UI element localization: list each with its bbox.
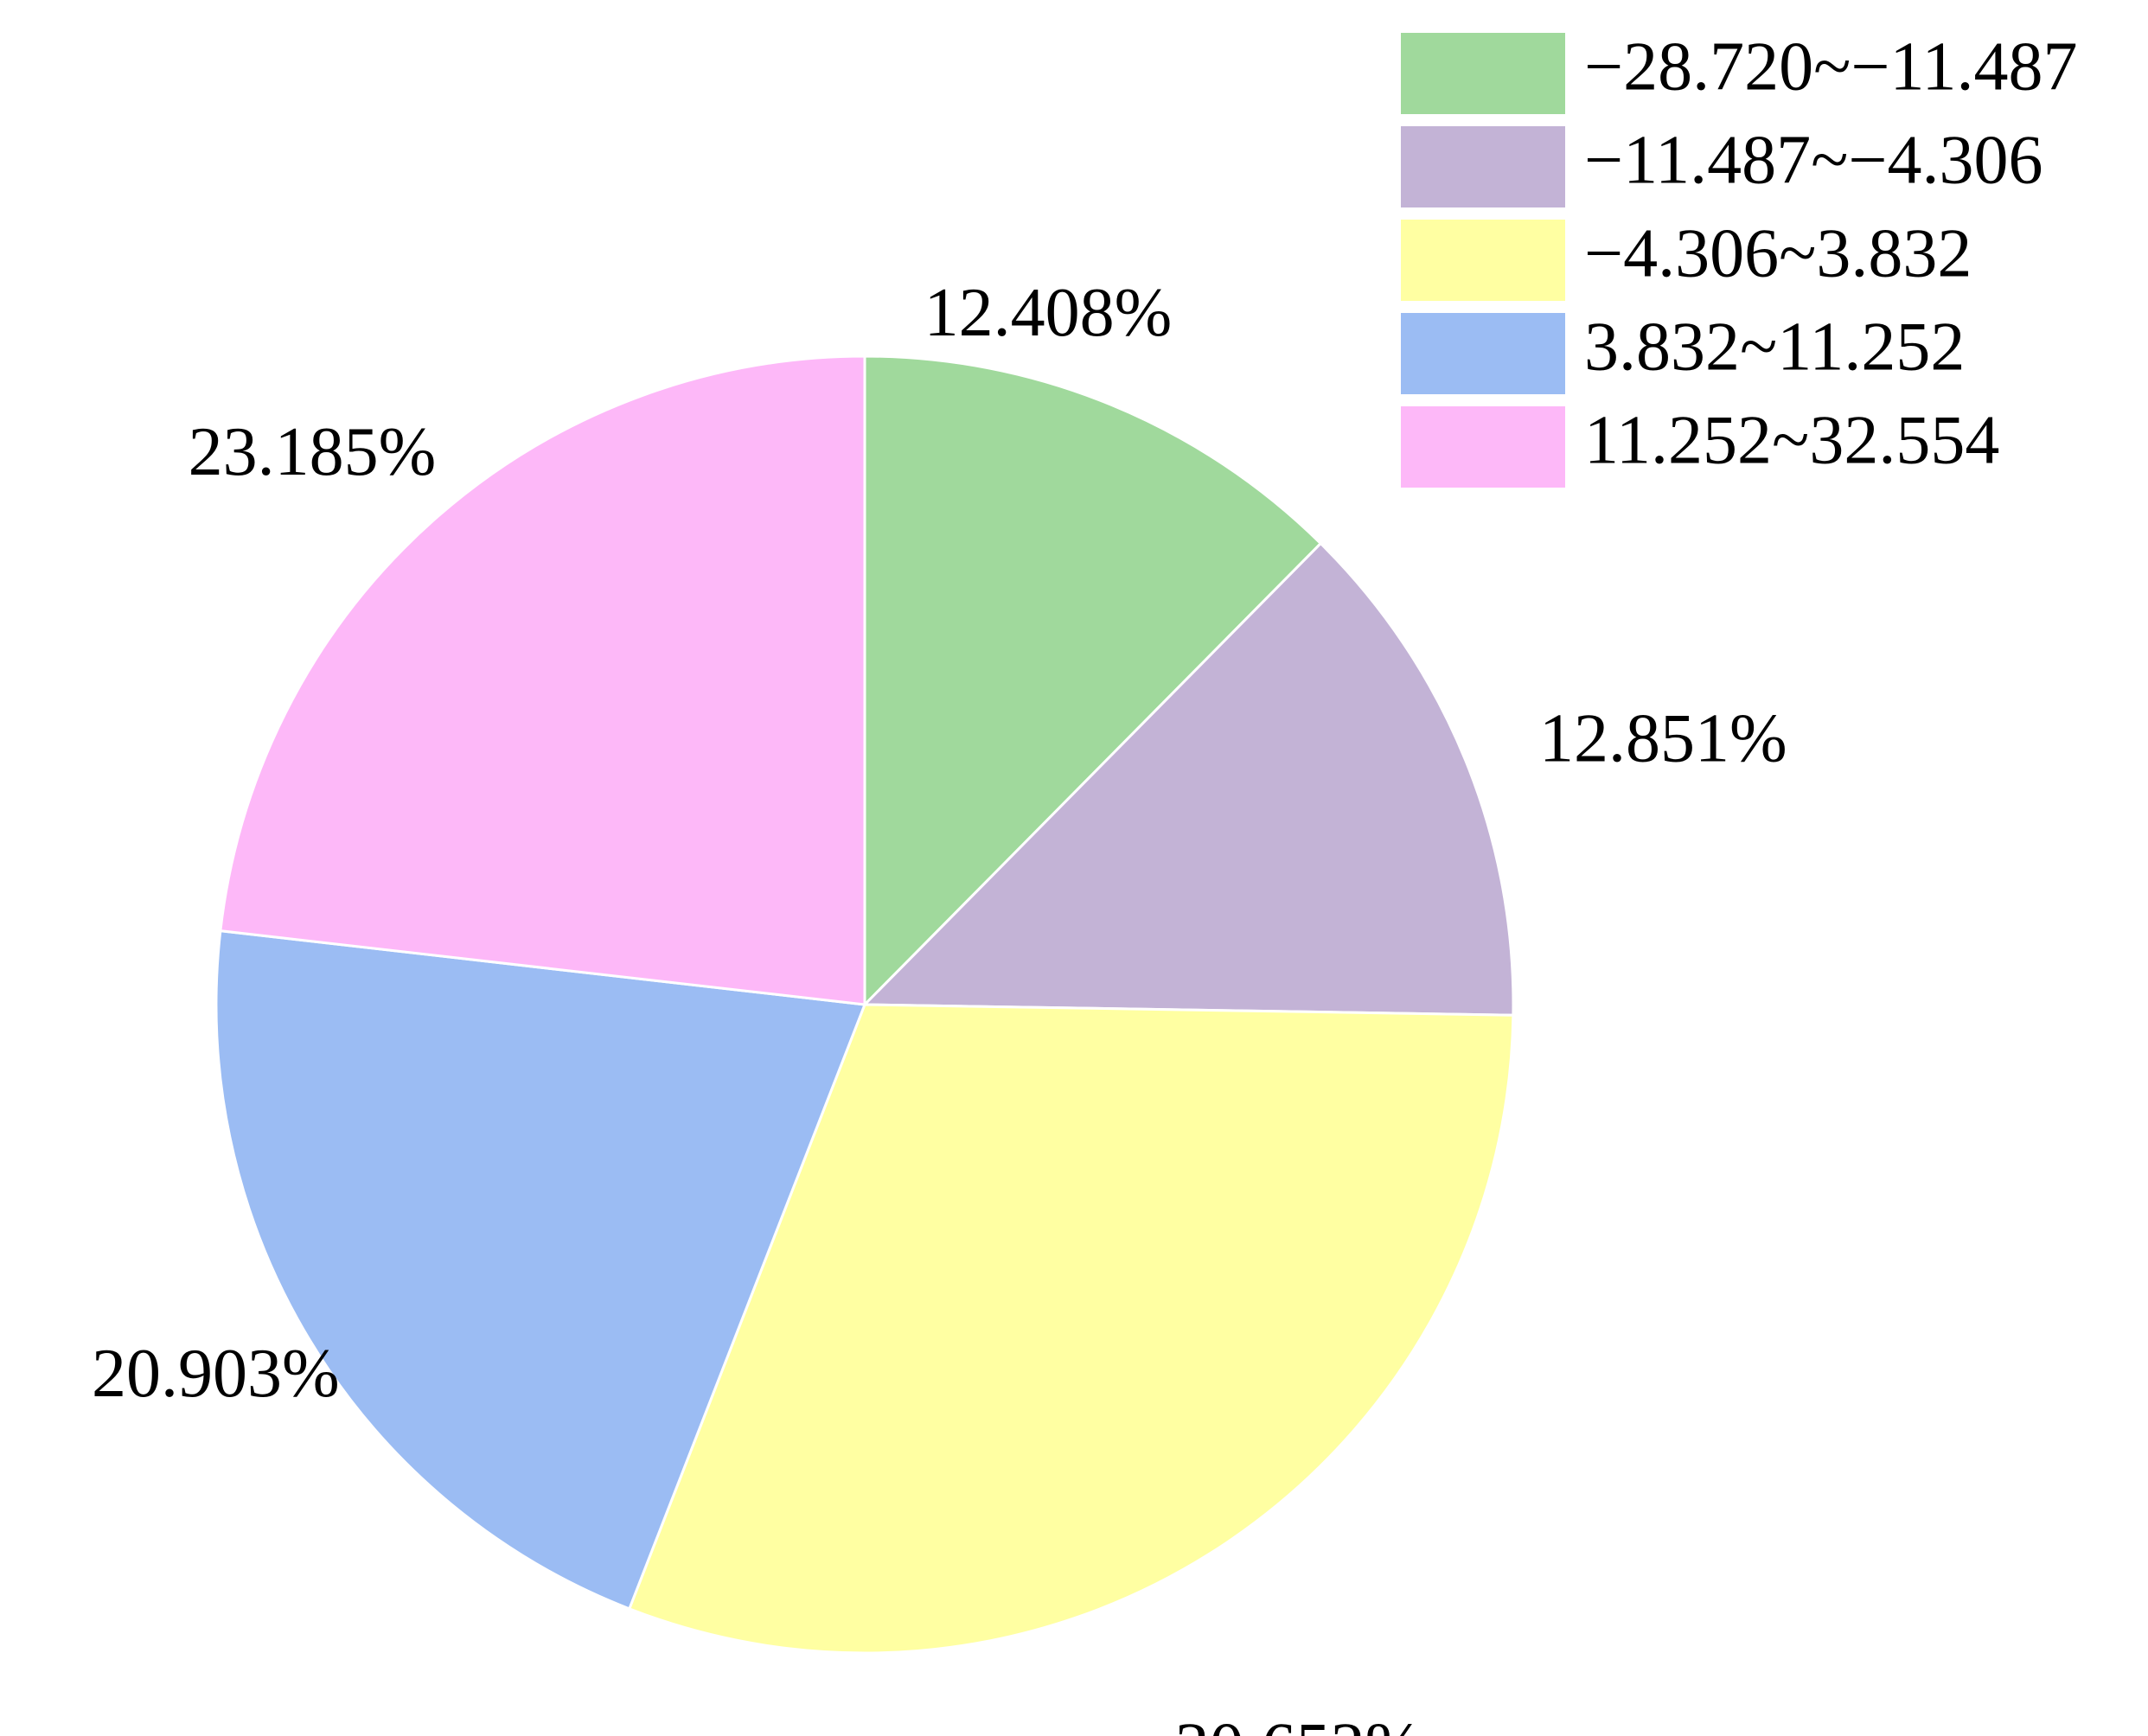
legend: −28.720~−11.487 −11.487~−4.306 −4.306~3.83… bbox=[1401, 29, 2078, 488]
slice-percent-label-2: 12.851% bbox=[1539, 700, 1787, 776]
percentage-labels: 12.408% 12.851% 30.652% 20.903% 23.185% bbox=[92, 275, 1787, 1736]
legend-label-4: 3.832~11.252 bbox=[1584, 309, 1965, 385]
legend-swatch-1 bbox=[1401, 33, 1565, 114]
legend-label-3: −4.306~3.832 bbox=[1584, 215, 1972, 291]
slice-percent-label-3: 30.652% bbox=[1175, 1709, 1423, 1736]
pie-slice-2 bbox=[861, 541, 1515, 1017]
legend-label-2: −11.487~−4.306 bbox=[1584, 122, 2043, 198]
pie-slice-3 bbox=[627, 1003, 1515, 1655]
pie-slice-4 bbox=[214, 929, 867, 1611]
legend-label-1: −28.720~−11.487 bbox=[1584, 29, 2078, 105]
pie-slice-1 bbox=[863, 354, 1323, 1008]
slice-percent-label-4: 20.903% bbox=[92, 1336, 340, 1412]
legend-swatch-3 bbox=[1401, 220, 1565, 301]
slice-percent-label-1: 12.408% bbox=[924, 275, 1173, 351]
legend-swatch-4 bbox=[1401, 313, 1565, 394]
legend-swatch-5 bbox=[1401, 406, 1565, 488]
slice-percent-label-5: 23.185% bbox=[189, 414, 437, 490]
legend-swatch-2 bbox=[1401, 126, 1565, 207]
pie-slices bbox=[214, 354, 1515, 1655]
legend-label-5: 11.252~32.554 bbox=[1584, 402, 1999, 478]
pie-slice-5 bbox=[219, 354, 866, 1006]
